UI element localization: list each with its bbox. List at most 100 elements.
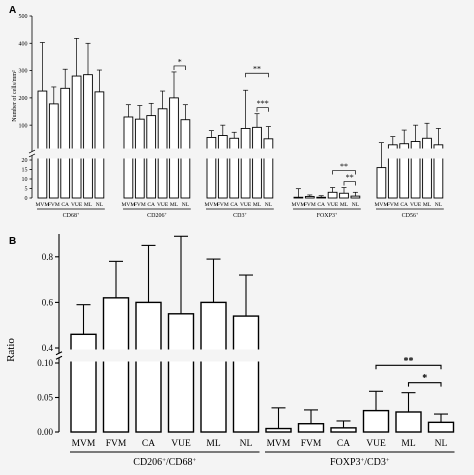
axis-break-gap: [48, 148, 60, 159]
axis-break-gap: [232, 349, 260, 362]
bar: [297, 423, 325, 433]
category-label: MVM: [267, 439, 291, 449]
bar: [327, 191, 338, 199]
axis-break-gap: [59, 148, 71, 159]
category-label: ML: [170, 202, 179, 208]
axis-break-gap: [240, 148, 251, 159]
category-label: ML: [84, 202, 93, 208]
significance-marker: *: [178, 57, 182, 66]
bar: [169, 97, 179, 199]
category-label: MVM: [122, 202, 136, 208]
axis-break-gap: [200, 349, 227, 362]
significance-bracket: [407, 382, 442, 387]
axis-break-gap: [167, 349, 195, 362]
category-label: VUE: [240, 202, 252, 208]
axis-break-mark: [55, 351, 63, 356]
axis-break-gap: [94, 148, 105, 159]
panel-b-chart: 0.4 0.6 0.8 0.00 0.05 0.10 Ratio MVM FVM CA VUE ML N…: [5, 234, 455, 468]
axis-break-mark: [55, 355, 63, 360]
bar: [94, 91, 105, 199]
group-label: CD206+/CD68+: [133, 457, 196, 469]
y-tick-label: 300: [19, 69, 28, 75]
category-label: MVM: [292, 202, 306, 208]
category-label: ML: [423, 202, 432, 208]
panel-a-chart: 100 200 300 400 500 0 5 10 15 20 Number of cells/m…: [11, 14, 444, 219]
axis-break-gap: [228, 148, 240, 159]
axis-break-gap: [102, 349, 130, 362]
category-label: FVM: [106, 439, 127, 449]
y-axis-title: Ratio: [5, 338, 17, 362]
bar: [427, 421, 455, 433]
axis-break-gap: [135, 349, 162, 362]
group-label: CD206+: [147, 212, 167, 219]
group-label: CD68+: [63, 212, 80, 219]
y-axis-title: Number of cells/mm²: [11, 70, 18, 122]
bar: [180, 119, 191, 199]
axis-break-gap: [82, 148, 94, 159]
axis-break-mark: [28, 153, 36, 158]
category-label: CA: [337, 439, 350, 449]
category-label: FVM: [301, 439, 322, 449]
bar: [265, 427, 292, 433]
y-tick-label: 0.05: [37, 393, 53, 403]
axis-break-gap: [123, 148, 134, 159]
category-label: FVM: [217, 202, 229, 208]
category-label: FVM: [304, 202, 316, 208]
y-tick-label: 0.8: [42, 252, 54, 262]
bar: [60, 87, 71, 199]
panel-a-letter: A: [9, 5, 16, 16]
category-label: CA: [142, 439, 155, 449]
bar: [102, 297, 130, 433]
category-label: NL: [96, 202, 104, 208]
category-label: NL: [435, 439, 448, 449]
category-label: MVM: [72, 439, 96, 449]
bar: [135, 301, 162, 433]
category-label: NL: [240, 439, 253, 449]
category-label: CA: [61, 202, 69, 208]
axis-break-gap: [134, 148, 146, 159]
bar: [134, 118, 145, 199]
axis-break-gap: [145, 148, 157, 159]
axis-break-gap: [70, 349, 97, 362]
category-label: NL: [352, 202, 360, 208]
significance-marker: *: [422, 373, 427, 384]
bar: [330, 427, 357, 433]
axis-break-gap: [180, 148, 191, 159]
category-label: VUE: [157, 202, 169, 208]
y-tick-label: 0.6: [42, 298, 54, 308]
axis-break-gap: [251, 148, 263, 159]
significance-marker: **: [346, 173, 354, 182]
y-tick-label: 100: [19, 123, 28, 129]
group-label: CD56+: [402, 212, 419, 219]
bar: [70, 333, 97, 433]
category-label: CA: [400, 202, 408, 208]
category-label: NL: [265, 202, 273, 208]
axis-break-gap: [37, 148, 48, 159]
category-label: FVM: [387, 202, 399, 208]
y-tick-label: 400: [19, 41, 28, 47]
bar: [200, 301, 227, 433]
bar: [362, 409, 390, 433]
y-tick-label: 200: [19, 96, 28, 102]
category-label: CA: [147, 202, 155, 208]
category-label: ML: [340, 202, 349, 208]
bar: [83, 74, 93, 199]
axis-break-gap: [71, 148, 82, 159]
bar: [422, 137, 432, 199]
axis-break-gap: [421, 148, 433, 159]
category-label: ML: [401, 439, 415, 449]
category-label: VUE: [327, 202, 339, 208]
axis-break-gap: [263, 148, 274, 159]
category-label: MVM: [36, 202, 50, 208]
bar: [167, 313, 195, 433]
bar: [339, 192, 349, 199]
category-label: VUE: [410, 202, 422, 208]
axis-break-gap: [157, 148, 168, 159]
significance-bracket: [256, 107, 269, 112]
axis-break-mark: [28, 149, 36, 154]
category-label: MVM: [375, 202, 389, 208]
y-tick-label: 5: [25, 187, 28, 193]
category-label: VUE: [71, 202, 83, 208]
group-label: CD3+: [233, 212, 247, 219]
significance-bracket: [375, 364, 442, 370]
